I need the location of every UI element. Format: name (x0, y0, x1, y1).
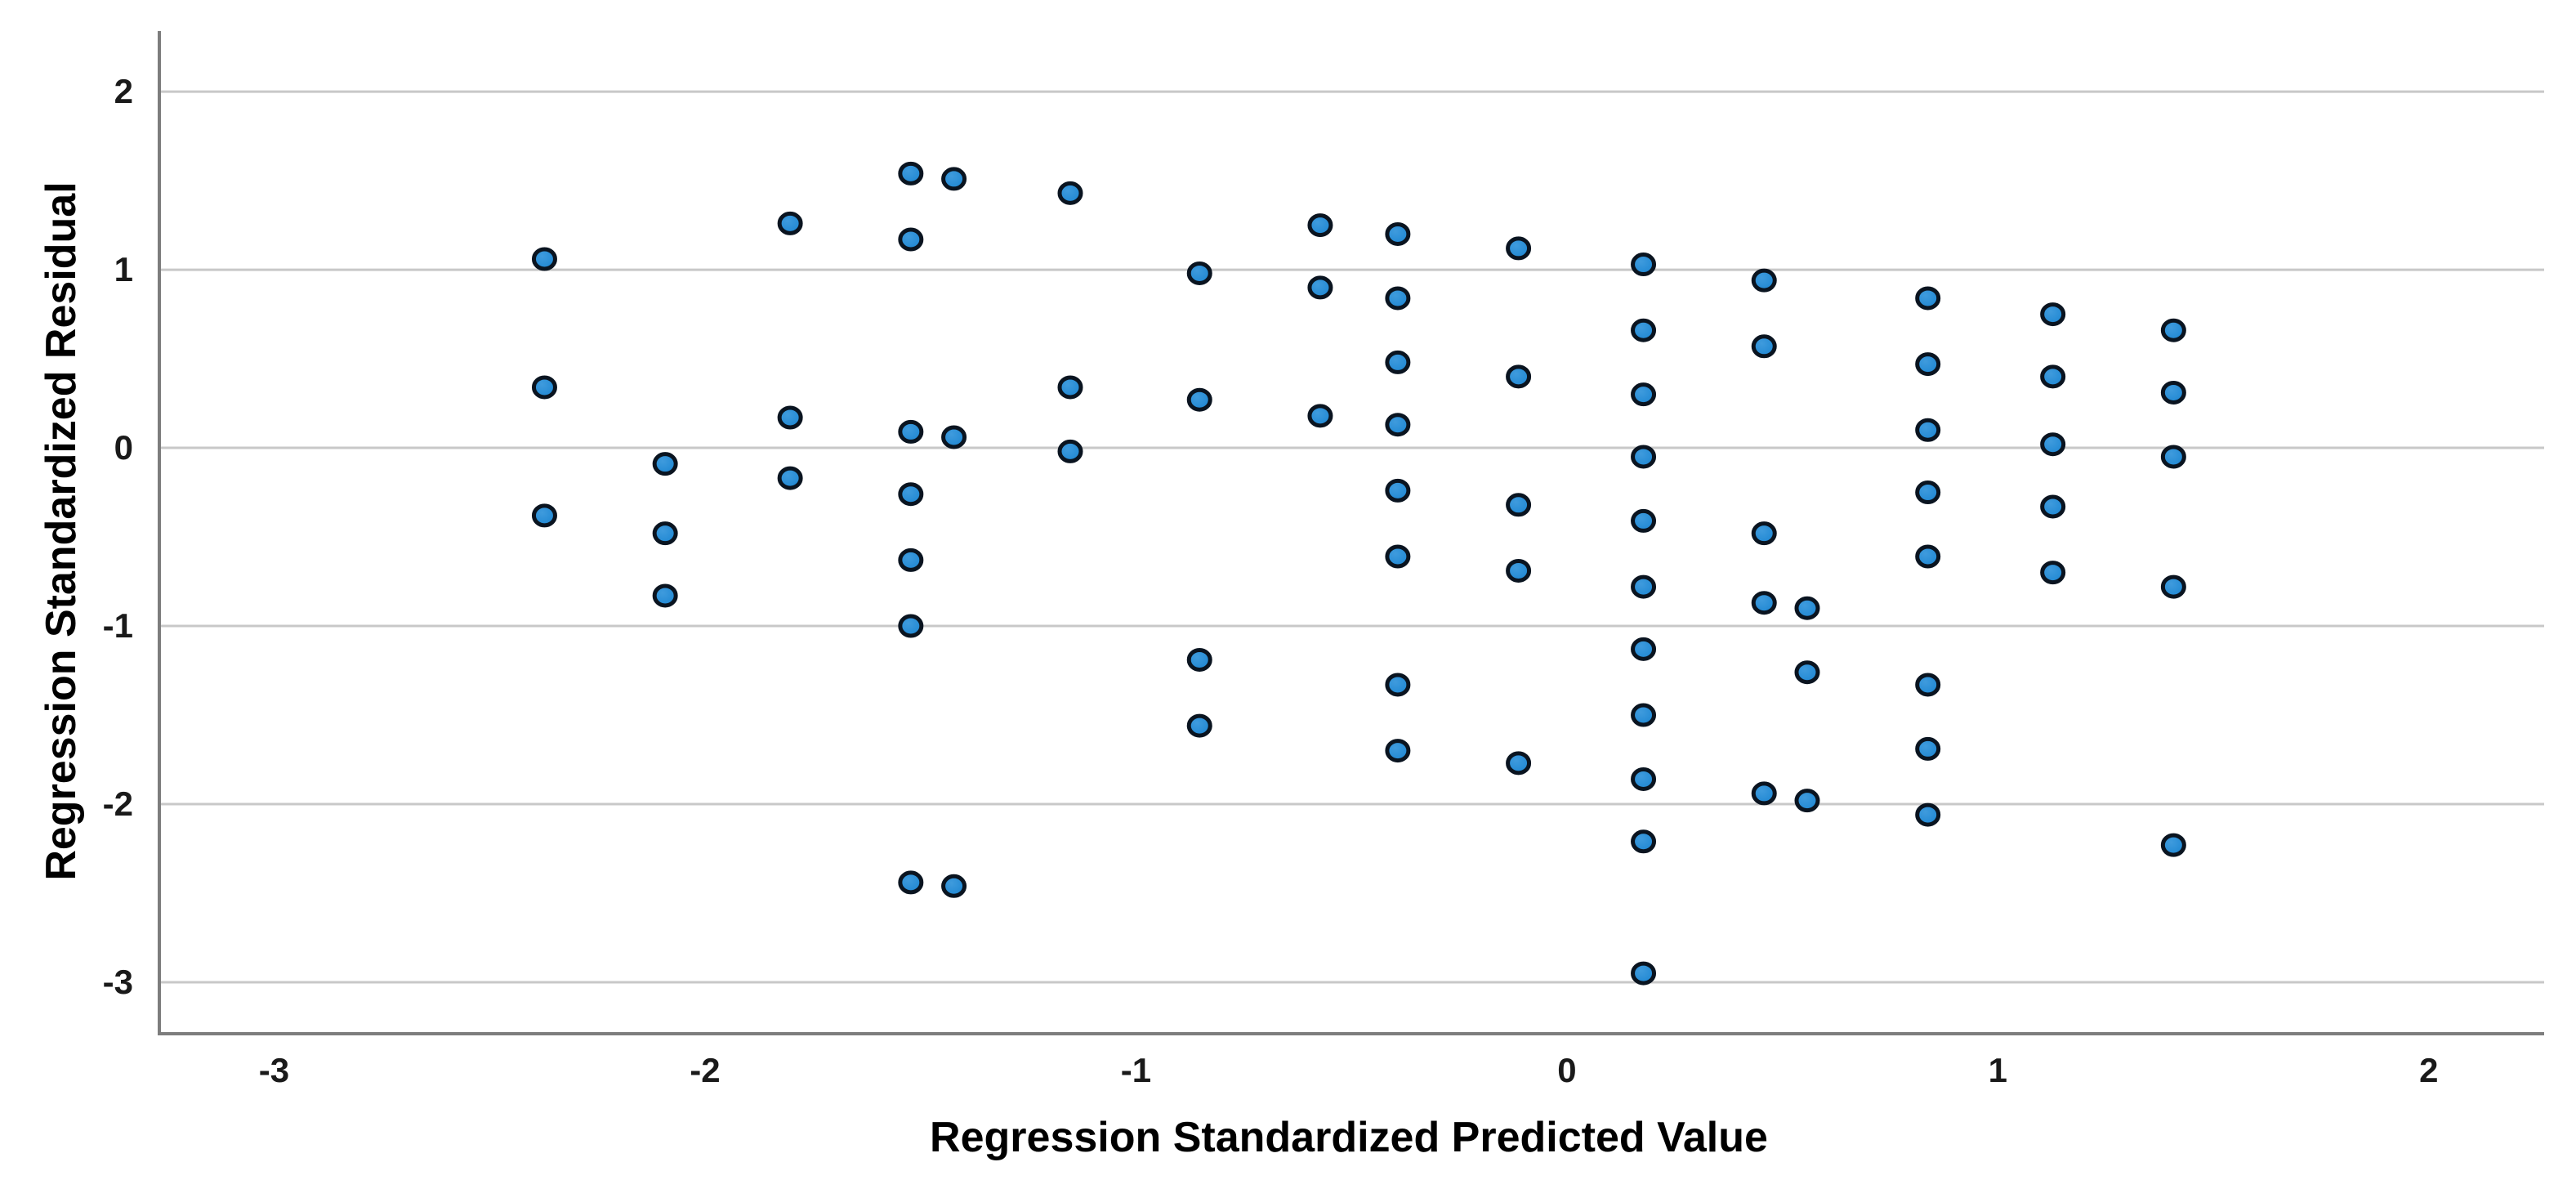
data-point (1186, 261, 1212, 285)
data-point (1631, 637, 1657, 661)
data-point (1915, 418, 1941, 442)
data-point (941, 425, 967, 449)
data-point (1631, 961, 1657, 986)
data-point (898, 419, 924, 444)
data-point (1794, 596, 1820, 620)
data-point (2160, 318, 2186, 342)
y-tick-label: -2 (102, 784, 133, 823)
data-point (652, 521, 678, 546)
data-point (2040, 561, 2066, 585)
data-point (531, 247, 557, 271)
data-point (1915, 286, 1941, 311)
data-point (898, 161, 924, 186)
data-point (1385, 673, 1411, 697)
data-point (531, 503, 557, 528)
x-tick-label: -2 (690, 1051, 721, 1089)
data-point (2160, 833, 2186, 857)
data-point (1307, 275, 1333, 300)
data-point (1385, 221, 1411, 246)
data-point (1057, 439, 1083, 463)
plot-area (158, 31, 2544, 1035)
data-point (1186, 713, 1212, 738)
data-point (777, 466, 803, 490)
data-point (1631, 703, 1657, 727)
data-point (1915, 673, 1941, 697)
data-point (1506, 364, 1532, 389)
data-point (2160, 445, 2186, 469)
data-point (941, 167, 967, 191)
data-point (2040, 494, 2066, 519)
data-point (1057, 375, 1083, 400)
data-point (1631, 445, 1657, 469)
data-point (531, 375, 557, 400)
data-point (1385, 350, 1411, 374)
data-point (1751, 591, 1777, 615)
data-point (1631, 767, 1657, 791)
data-point (898, 482, 924, 507)
data-point (2040, 302, 2066, 327)
data-point (898, 870, 924, 895)
data-point (898, 227, 924, 252)
data-point (898, 548, 924, 572)
data-point (1506, 236, 1532, 261)
data-point (2160, 574, 2186, 599)
data-point (1307, 404, 1333, 428)
data-point (1751, 781, 1777, 806)
data-point (1385, 544, 1411, 569)
data-point (1631, 508, 1657, 533)
data-point (1307, 213, 1333, 238)
data-point (1057, 181, 1083, 205)
y-tick-label: 1 (114, 250, 133, 289)
data-point (777, 211, 803, 235)
x-tick-label: 1 (1988, 1051, 2008, 1089)
data-point (1385, 739, 1411, 763)
data-point (652, 452, 678, 476)
data-point (1751, 521, 1777, 546)
x-tick-label: -1 (1120, 1051, 1152, 1089)
data-point (1794, 660, 1820, 685)
data-point (1186, 387, 1212, 412)
data-point (2040, 432, 2066, 457)
data-point (1915, 736, 1941, 761)
x-tick-label: -3 (258, 1051, 290, 1089)
data-point (777, 405, 803, 430)
data-point (2160, 380, 2186, 405)
y-tick-label: -3 (102, 962, 133, 1001)
scatter-canvas (161, 90, 2544, 986)
data-point (1631, 574, 1657, 599)
data-point (1631, 382, 1657, 407)
data-point (1631, 318, 1657, 342)
y-tick-label: 2 (114, 72, 133, 111)
y-tick-label: -1 (102, 606, 133, 646)
data-point (1794, 789, 1820, 813)
data-point (1385, 286, 1411, 311)
data-point (1385, 478, 1411, 503)
data-point (1631, 829, 1657, 854)
data-point (1751, 268, 1777, 293)
data-point (898, 614, 924, 638)
x-tick-label: 0 (1557, 1051, 1577, 1089)
data-point (1385, 413, 1411, 437)
data-point (1631, 253, 1657, 277)
data-point (2040, 364, 2066, 389)
data-point (1506, 558, 1532, 583)
data-point (1915, 481, 1941, 505)
data-point (1915, 544, 1941, 569)
x-tick-label: 2 (2419, 1051, 2439, 1089)
data-point (1915, 352, 1941, 377)
y-tick-label: 0 (114, 428, 133, 467)
data-point (1751, 334, 1777, 359)
x-axis-title: Regression Standardized Predicted Value (930, 1114, 1768, 1161)
data-point (1915, 802, 1941, 827)
data-point (1506, 751, 1532, 776)
data-point (652, 583, 678, 608)
data-point (1506, 493, 1532, 517)
data-point (941, 874, 967, 898)
data-point (1186, 647, 1212, 672)
